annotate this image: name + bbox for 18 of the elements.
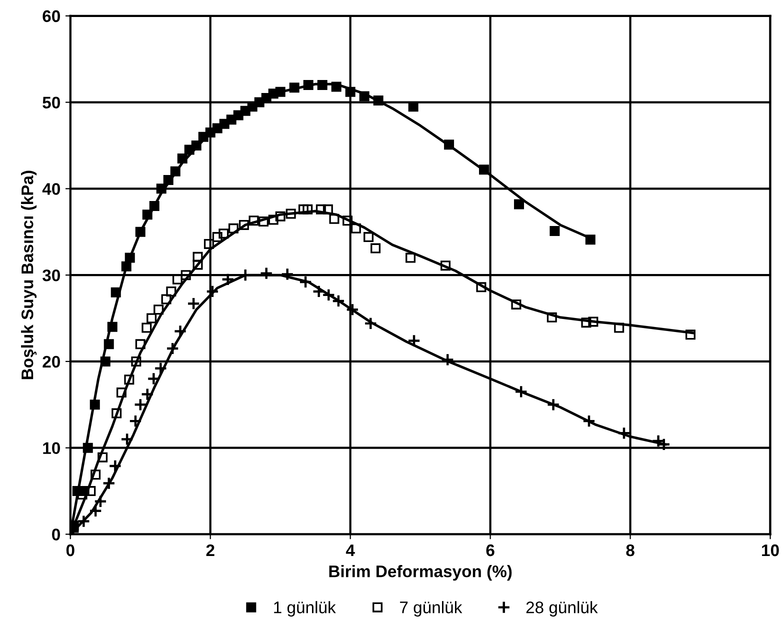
y-tick-label: 30 — [42, 269, 60, 282]
x-tick-label: 4 — [346, 544, 355, 556]
x-tick-label: 6 — [486, 544, 494, 556]
y-tick-label: 60 — [42, 10, 60, 22]
y-tick-label: 20 — [42, 356, 60, 368]
y-tick-label: 40 — [42, 183, 60, 195]
y-axis-title: Boşluk Suyu Basıncı (kPa) — [21, 170, 37, 380]
x-axis-title: Birim Deformasyon (%) — [329, 565, 512, 581]
x-tick-label: 10 — [762, 544, 779, 556]
x-tick-label: 8 — [626, 544, 634, 556]
legend-label: 1 günlük — [274, 601, 336, 617]
legend-label: 7 günlük — [400, 601, 462, 617]
y-tick-label: 10 — [43, 442, 60, 454]
y-tick-label: 50 — [42, 96, 60, 108]
legend-label: 28 günlük — [526, 601, 598, 617]
y-tick-label: 0 — [52, 528, 60, 540]
x-tick-label: 2 — [206, 544, 214, 556]
x-tick-label: 0 — [66, 544, 74, 556]
